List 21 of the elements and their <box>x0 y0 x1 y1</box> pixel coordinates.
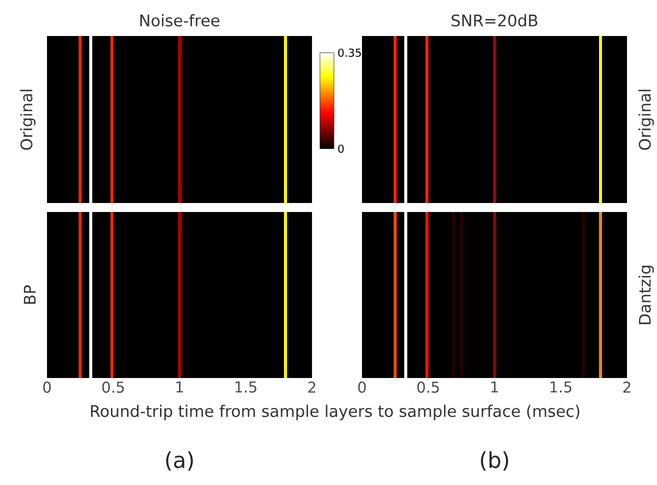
chart-title: Noise-free <box>140 14 220 26</box>
x-tick-label: 1 <box>491 382 498 392</box>
y-axis-title: BP <box>24 285 36 304</box>
x-tick-label: 0.5 <box>417 382 439 393</box>
x-tick-label: 1.5 <box>550 382 572 393</box>
x-tick-label: 2 <box>623 382 630 393</box>
x-tick-label: 0 <box>43 382 51 393</box>
y-axis-title: Dantzig <box>638 266 654 324</box>
y-axis-title: Original <box>20 90 36 150</box>
x-tick-label: 2 <box>308 382 316 393</box>
text: (a) <box>166 451 193 471</box>
text: (b) <box>480 451 508 471</box>
x-tick-label: 0 <box>358 382 366 393</box>
x-tick-label: 1 <box>176 382 183 392</box>
y-axis-title: Original <box>638 90 654 150</box>
x-axis-title: Round-trip time from sample layers to sample surface (msec) <box>91 404 580 420</box>
chart-title: SNR=20dB <box>452 14 538 26</box>
x-tick-label: 1.5 <box>236 382 256 393</box>
x-tick-label: 0.5 <box>102 382 124 393</box>
color-bar-label: 0 <box>338 144 344 153</box>
color-bar-label: 0.35 <box>338 48 361 57</box>
